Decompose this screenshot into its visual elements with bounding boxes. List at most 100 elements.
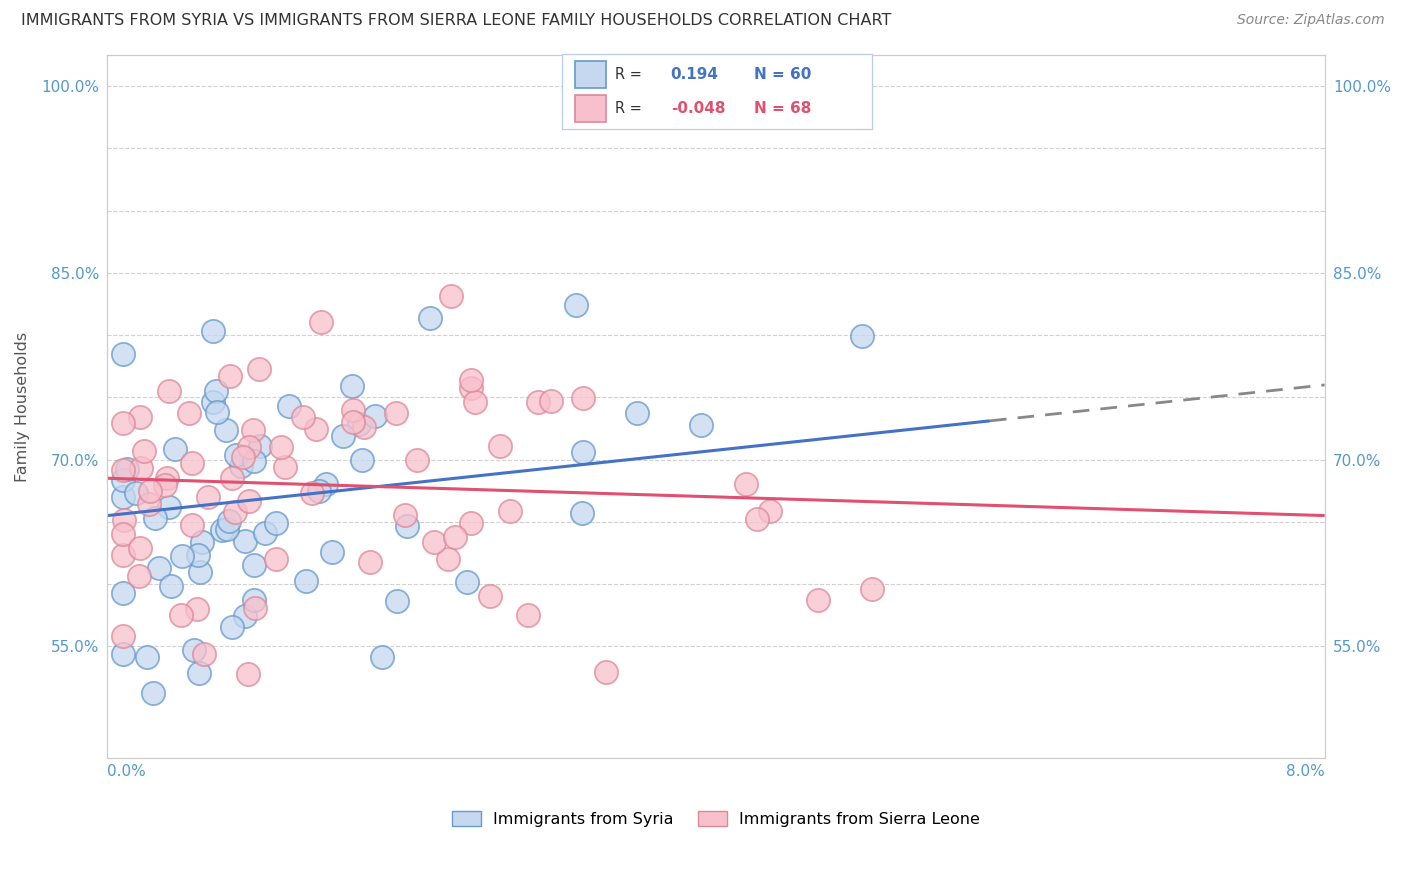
Point xyxy=(238,493,260,508)
Point xyxy=(157,500,180,514)
Point xyxy=(342,403,364,417)
Point xyxy=(315,476,337,491)
Point xyxy=(233,609,256,624)
Point xyxy=(215,522,238,536)
Text: R =: R = xyxy=(614,67,643,82)
Point xyxy=(202,324,225,338)
Point xyxy=(253,525,276,540)
Point xyxy=(180,456,202,470)
Point xyxy=(163,442,186,456)
Point xyxy=(207,405,229,419)
Point xyxy=(112,346,135,360)
Point xyxy=(540,394,562,409)
Point xyxy=(270,440,292,454)
Point xyxy=(321,545,343,559)
Point xyxy=(595,665,617,679)
Point xyxy=(193,647,215,661)
Point xyxy=(111,463,134,477)
Point xyxy=(422,534,444,549)
Point xyxy=(205,384,228,399)
Point xyxy=(516,607,538,622)
Point xyxy=(188,565,211,579)
Point xyxy=(157,384,180,398)
Point xyxy=(132,444,155,458)
Point xyxy=(111,490,134,504)
Point xyxy=(238,440,260,454)
Point xyxy=(218,368,240,383)
Point xyxy=(342,415,364,429)
Point xyxy=(247,362,270,376)
Point xyxy=(111,647,134,661)
Point xyxy=(170,608,193,623)
Point xyxy=(229,459,252,474)
Point xyxy=(572,445,595,459)
Point xyxy=(224,505,246,519)
Point xyxy=(111,586,134,600)
Point xyxy=(301,486,323,500)
Point xyxy=(242,423,264,437)
Point xyxy=(264,516,287,530)
Point xyxy=(745,512,768,526)
Point xyxy=(187,549,209,563)
Point xyxy=(460,381,482,395)
Point xyxy=(191,534,214,549)
Point xyxy=(218,514,240,528)
Point xyxy=(527,394,550,409)
Point xyxy=(111,527,134,541)
Point xyxy=(128,410,150,425)
Point xyxy=(170,549,193,563)
Text: 0.194: 0.194 xyxy=(671,67,718,82)
Point xyxy=(353,419,375,434)
Text: 8.0%: 8.0% xyxy=(1286,764,1324,780)
Point xyxy=(350,453,373,467)
Point xyxy=(851,329,873,343)
Point xyxy=(571,506,593,520)
Point xyxy=(278,399,301,413)
Point xyxy=(735,477,758,491)
Point xyxy=(340,378,363,392)
Point xyxy=(135,649,157,664)
Point xyxy=(384,407,406,421)
Point xyxy=(233,533,256,548)
Point xyxy=(807,593,830,607)
Point xyxy=(160,578,183,592)
Point xyxy=(221,620,243,634)
Point xyxy=(499,504,522,518)
Point xyxy=(221,471,243,485)
Point xyxy=(626,406,648,420)
Point xyxy=(115,462,138,476)
Point xyxy=(309,315,332,329)
Point xyxy=(460,516,482,530)
Point xyxy=(128,541,150,556)
Text: IMMIGRANTS FROM SYRIA VS IMMIGRANTS FROM SIERRA LEONE FAMILY HOUSEHOLDS CORRELAT: IMMIGRANTS FROM SYRIA VS IMMIGRANTS FROM… xyxy=(21,13,891,29)
Y-axis label: Family Households: Family Households xyxy=(15,332,30,482)
Point xyxy=(177,405,200,419)
Point xyxy=(201,395,224,409)
Point xyxy=(478,589,501,603)
Point xyxy=(489,439,512,453)
Point xyxy=(295,574,318,588)
Point xyxy=(156,471,179,485)
Point xyxy=(371,650,394,665)
Point xyxy=(111,473,134,487)
Bar xyxy=(575,95,606,122)
Point xyxy=(142,686,165,700)
Point xyxy=(689,418,711,433)
Point xyxy=(183,642,205,657)
Point xyxy=(359,555,381,569)
Point xyxy=(418,310,440,325)
Point xyxy=(436,551,458,566)
Point xyxy=(111,548,134,562)
Point xyxy=(572,391,595,405)
Point xyxy=(238,667,260,681)
Point xyxy=(187,666,209,681)
Point xyxy=(364,409,387,423)
Point xyxy=(332,429,354,443)
Bar xyxy=(575,62,606,87)
Point xyxy=(565,298,588,312)
Point xyxy=(385,593,408,607)
Point xyxy=(232,450,254,464)
Point xyxy=(394,508,416,523)
Point xyxy=(444,530,467,544)
Point xyxy=(243,558,266,572)
